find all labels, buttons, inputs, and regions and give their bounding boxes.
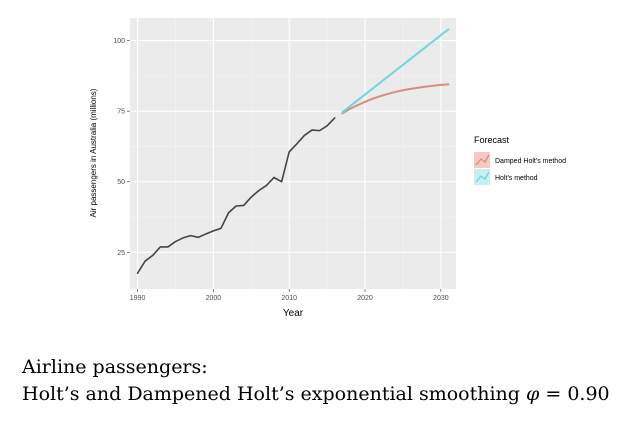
axis-ticks: 1990 2000 2010 2020 2030 25 50 75 100 xyxy=(113,38,448,302)
caption-text: Holt’s and Dampened Holt’s exponential s… xyxy=(22,383,527,405)
holt-forecast-line xyxy=(341,28,450,114)
caption-line-2: Holt’s and Dampened Holt’s exponential s… xyxy=(22,383,610,405)
forecast-chart: 1990 2000 2010 2020 2030 25 50 75 100 Year Air p… xyxy=(89,18,566,319)
equals-sign: = xyxy=(539,383,568,405)
observed-series-line xyxy=(136,117,336,274)
x-tick-label: 1990 xyxy=(130,295,146,302)
plot-panel xyxy=(130,18,456,289)
grid-lines xyxy=(130,18,456,289)
x-tick-label: 2000 xyxy=(206,295,222,302)
caption-line-1: Airline passengers: xyxy=(22,356,208,378)
legend-title: Forecast xyxy=(474,135,510,145)
damped-holt-forecast-line xyxy=(341,83,450,115)
x-tick-label: 2010 xyxy=(281,295,297,302)
y-axis-title: Air passengers in Australia (millions) xyxy=(89,88,98,217)
x-axis-title: Year xyxy=(283,308,304,319)
phi-value: 0.90 xyxy=(567,383,610,405)
y-tick-label: 75 xyxy=(117,109,125,116)
legend-key-line xyxy=(475,154,490,166)
legend-key-line xyxy=(475,171,490,183)
legend-label-damped-holt: Damped Holt's method xyxy=(495,158,566,165)
series-lines xyxy=(136,28,450,274)
legend: Forecast Damped Holt's method Holt's meth… xyxy=(474,135,566,185)
x-tick-label: 2030 xyxy=(433,295,449,302)
y-tick-label: 25 xyxy=(117,250,125,257)
phi-symbol: φ xyxy=(526,383,540,405)
legend-label-holt: Holt's method xyxy=(495,175,538,182)
y-tick-label: 100 xyxy=(113,38,125,45)
y-tick-label: 50 xyxy=(117,179,125,186)
x-tick-label: 2020 xyxy=(357,295,373,302)
